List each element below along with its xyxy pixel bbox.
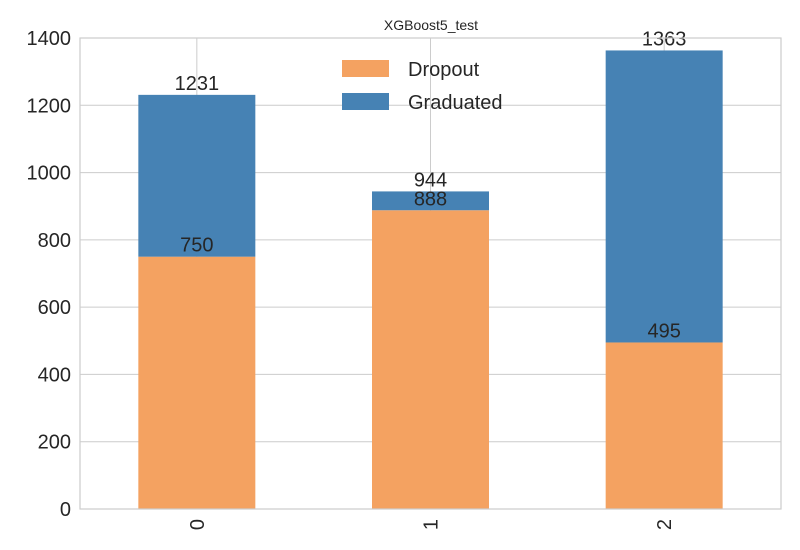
legend-label-graduated: Graduated (408, 92, 503, 114)
y-tick-label: 800 (38, 230, 71, 252)
bar-dropout-1 (372, 210, 489, 509)
legend: Dropout Graduated (342, 59, 503, 114)
legend-swatch-graduated (342, 93, 389, 110)
bar-graduated-1 (372, 191, 489, 211)
data-label-total-2: 1363 (642, 28, 687, 50)
data-label-dropout-0: 750 (180, 235, 213, 257)
y-tick-label: 1400 (27, 28, 72, 50)
data-label-dropout-2: 495 (647, 320, 680, 342)
x-tick-label: 1 (421, 519, 443, 530)
bar-dropout-0 (138, 256, 256, 509)
plot-frame (79, 37, 782, 510)
y-axis: 0 200 400 600 800 1000 1200 1400 (27, 28, 72, 521)
bar-graduated-2 (605, 50, 723, 343)
y-tick-label: 600 (38, 297, 71, 319)
bar-graduated-0 (138, 94, 256, 257)
data-label-total-1: 944 (414, 169, 447, 191)
y-tick-label: 1200 (27, 95, 72, 117)
y-tick-label: 400 (38, 364, 71, 386)
y-tick-label: 0 (60, 499, 71, 521)
x-tick-label: 2 (654, 519, 676, 530)
y-tick-label: 200 (38, 432, 71, 454)
legend-label-dropout: Dropout (408, 59, 480, 81)
x-axis: 0 1 2 (187, 519, 676, 530)
chart-title: XGBoost5_test (384, 17, 478, 33)
data-label-total-0: 1231 (175, 73, 220, 95)
y-tick-label: 1000 (27, 163, 72, 185)
bars (138, 50, 723, 509)
x-tick-label: 0 (187, 519, 209, 530)
bar-dropout-2 (605, 342, 723, 509)
legend-swatch-dropout (342, 60, 389, 77)
data-label-dropout-1: 888 (414, 188, 447, 210)
